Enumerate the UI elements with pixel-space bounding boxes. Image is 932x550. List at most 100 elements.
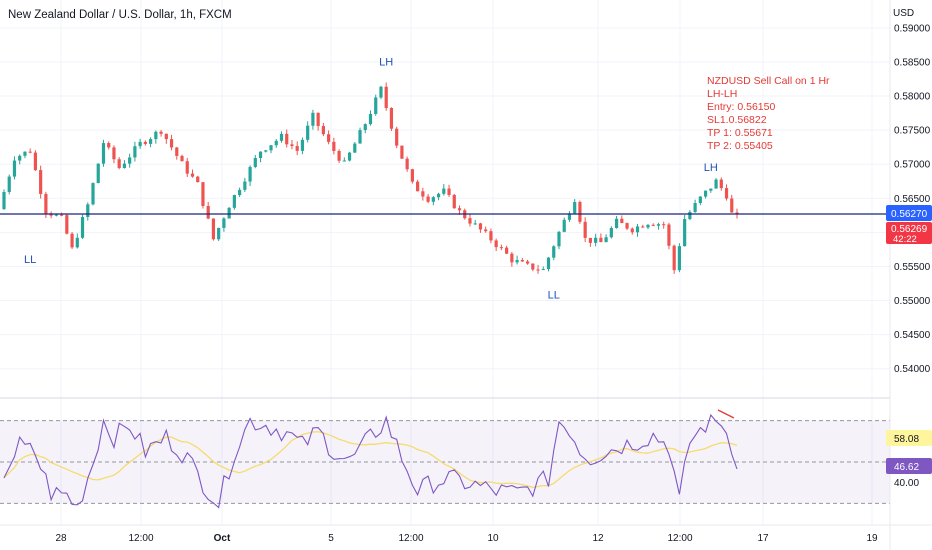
candle-up xyxy=(311,112,315,126)
candle-down xyxy=(457,208,462,211)
rsi-divergence-line[interactable] xyxy=(717,409,735,419)
time-tick-label: 17 xyxy=(757,533,769,544)
chart-title: New Zealand Dollar / U.S. Dollar, 1h, FX… xyxy=(8,9,232,21)
candle-up xyxy=(128,157,132,164)
price-tick-label: 0.54000 xyxy=(894,364,931,375)
candle-down xyxy=(59,214,64,216)
candle-down xyxy=(196,176,200,183)
annotation-line-4: SL1.0.56822 xyxy=(707,114,767,126)
swing-label: LH xyxy=(704,162,718,174)
rsi-ma-badge-bg xyxy=(886,430,932,446)
candle-up xyxy=(368,113,373,125)
candle-down xyxy=(525,261,530,264)
candle-down xyxy=(620,218,624,224)
candle-down xyxy=(143,141,147,144)
rsi-ma-value: 58.08 xyxy=(894,434,919,445)
price-tick-label: 0.57500 xyxy=(894,126,931,137)
candle-down xyxy=(33,152,38,171)
time-tick-label: 12:00 xyxy=(667,533,692,544)
candle-down xyxy=(499,247,503,249)
candle-up xyxy=(431,197,435,202)
candle-up xyxy=(138,141,142,147)
gridlines xyxy=(0,0,890,525)
price-tick-label: 0.55500 xyxy=(894,262,931,273)
candle-down xyxy=(478,223,483,230)
candle-down xyxy=(384,86,388,109)
candle-down xyxy=(662,224,666,226)
candle-up xyxy=(703,190,708,197)
candle-down xyxy=(410,169,414,182)
rsi-tick-label: 40.00 xyxy=(894,478,919,489)
rsi-value-badge: 46.62 xyxy=(886,458,932,474)
candle-up xyxy=(635,226,640,233)
candle-up xyxy=(264,150,268,152)
candle-down xyxy=(735,212,739,215)
candle-up xyxy=(133,146,137,158)
candle-up xyxy=(552,246,556,258)
price-axis-labels: 0.540000.545000.550000.555000.560000.565… xyxy=(894,23,931,489)
candle-down xyxy=(447,188,451,195)
price-tick-label: 0.54500 xyxy=(894,330,931,341)
candle-up xyxy=(75,237,79,248)
candle-up xyxy=(23,151,27,156)
annotation-line-2: LH-LH xyxy=(707,88,737,100)
candle-up xyxy=(379,86,383,98)
time-tick-label: 10 xyxy=(487,533,499,544)
candle-up xyxy=(573,202,577,214)
candle-down xyxy=(327,134,331,142)
candle-up xyxy=(358,130,362,144)
candle-up xyxy=(541,269,545,271)
candle-down xyxy=(578,202,582,222)
candle-up xyxy=(442,188,446,194)
candle-down xyxy=(536,269,540,271)
candle-down xyxy=(588,237,592,243)
candle-down xyxy=(625,223,629,229)
candle-up xyxy=(646,224,650,228)
candle-down xyxy=(70,233,74,248)
rsi-value: 46.62 xyxy=(894,462,919,473)
candle-up xyxy=(557,231,561,247)
price-tick-label: 0.55000 xyxy=(894,296,931,307)
trade-annotation[interactable]: NZDUSD Sell Call on 1 Hr LH-LH Entry: 0.… xyxy=(707,75,830,152)
candle-down xyxy=(185,161,189,174)
price-tick-label: 0.59000 xyxy=(894,23,931,34)
candle-down xyxy=(730,198,734,213)
currency-label: USD xyxy=(893,8,914,19)
candle-up xyxy=(677,246,682,271)
candle-up xyxy=(227,207,231,219)
candle-down xyxy=(489,231,493,241)
candle-down xyxy=(400,145,404,159)
rsi-line xyxy=(3,413,738,509)
countdown-timer: 42:22 xyxy=(893,234,917,245)
time-tick-label: Oct xyxy=(214,533,231,544)
last-price-badge: 0.56269 42:22 xyxy=(886,222,932,245)
price-tick-label: 0.58500 xyxy=(894,57,931,68)
candle-up xyxy=(149,139,153,144)
candle-up xyxy=(347,152,352,161)
candle-up xyxy=(342,160,346,162)
price-tick-label: 0.56500 xyxy=(894,194,931,205)
candle-down xyxy=(28,151,32,153)
candle-up xyxy=(101,143,106,164)
candle-down xyxy=(421,191,425,197)
annotation-line-1: NZDUSD Sell Call on 1 Hr xyxy=(707,75,830,87)
candle-down xyxy=(494,240,498,248)
candle-up xyxy=(12,160,17,177)
candle-up xyxy=(122,163,127,168)
candle-down xyxy=(332,141,336,151)
candle-down xyxy=(107,143,111,148)
candle-down xyxy=(583,221,587,238)
swing-labels: LL LH LL LH xyxy=(24,56,718,301)
candle-down xyxy=(175,147,179,156)
candle-down xyxy=(112,147,116,160)
candle-down xyxy=(672,245,676,271)
candle-down xyxy=(295,146,299,151)
candle-down xyxy=(468,218,472,224)
candle-down xyxy=(201,182,205,206)
candle-up xyxy=(614,218,619,228)
candle-down xyxy=(510,253,514,263)
candle-down xyxy=(599,237,603,243)
